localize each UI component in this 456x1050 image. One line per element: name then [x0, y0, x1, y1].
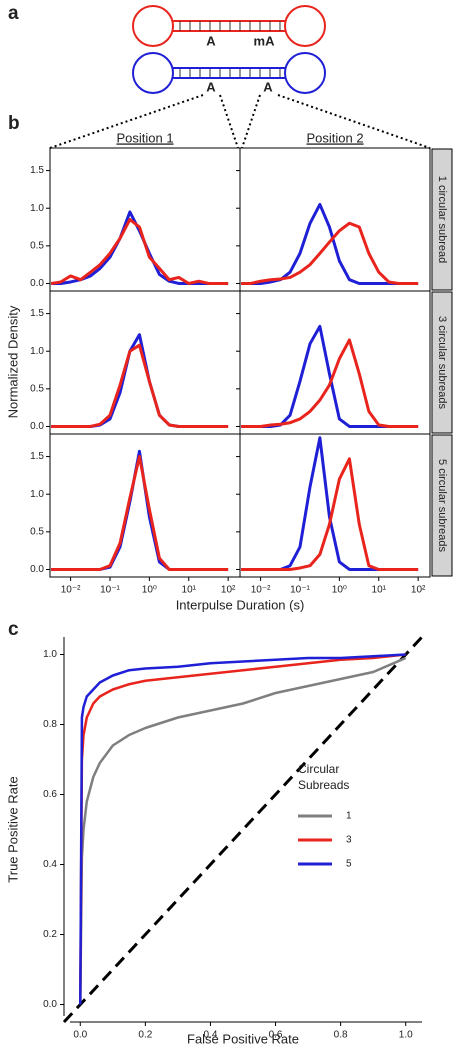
x-tick-label: 10⁰: [332, 585, 347, 596]
x-tick-label: 0.0: [73, 1030, 87, 1041]
panel-frame: [239, 147, 431, 292]
panel-frame: [239, 290, 431, 435]
panel-frame: [49, 147, 241, 292]
series-line: [50, 218, 229, 285]
y-tick-label: 1.0: [30, 489, 44, 500]
y-tick-label: 0.5: [30, 240, 44, 251]
series-line: [51, 449, 229, 571]
legend-label: 5: [346, 859, 352, 870]
row-title: 5 circular subreads: [436, 459, 448, 552]
series-line: [241, 338, 419, 428]
y-tick-label: 0.0: [43, 999, 57, 1010]
x-tick-label: 10⁻²: [251, 585, 271, 596]
legend-label: 3: [346, 835, 352, 846]
y-tick-label: 0.4: [43, 859, 57, 870]
legend-title: Subreads: [298, 778, 349, 792]
y-tick-label: 1.5: [30, 165, 44, 176]
legend-label: 1: [346, 811, 352, 822]
row-title: 1 circular subread: [436, 176, 448, 263]
x-tick-label: 10²: [221, 585, 236, 596]
panel-frame: [49, 433, 241, 578]
series-line: [51, 210, 229, 285]
panel-frame: [239, 433, 431, 578]
y-tick-label: 0.6: [43, 789, 57, 800]
y-tick-label: 0.2: [43, 929, 57, 940]
base-label: A: [206, 33, 216, 48]
legend-title: Circular: [298, 762, 339, 776]
base-pairs: [179, 21, 281, 78]
panel-label: b: [8, 113, 20, 134]
x-tick-label: 10¹: [182, 585, 197, 596]
y-tick-label: 1.0: [43, 649, 57, 660]
row-title: 3 circular subreads: [436, 316, 448, 409]
reference-diagonal: [62, 635, 424, 1024]
series-line: [51, 455, 229, 571]
panel-label: c: [8, 619, 19, 640]
x-tick-label: 0.2: [138, 1030, 152, 1041]
series-line: [51, 343, 229, 428]
series-line: [79, 653, 406, 1005]
y-tick-label: 0.0: [30, 421, 44, 432]
y-tick-label: 1.0: [30, 346, 44, 357]
strip: [431, 291, 453, 434]
x-axis-label: False Positive Rate: [187, 1031, 299, 1046]
y-axis-label: Normalized Density: [5, 305, 20, 418]
strip: [431, 148, 453, 291]
y-tick-label: 1.5: [30, 451, 44, 462]
y-tick-label: 1.0: [30, 203, 44, 214]
series-line: [79, 653, 406, 1005]
y-tick-label: 1.5: [30, 308, 44, 319]
x-axis-label: Interpulse Duration (s): [176, 597, 305, 612]
hairpin-blue: [132, 52, 326, 94]
y-tick-label: 0.5: [30, 383, 44, 394]
series-line: [241, 436, 419, 571]
x-tick-label: 1.0: [399, 1030, 413, 1041]
series-line: [241, 324, 419, 428]
x-tick-label: 0.6: [269, 1030, 283, 1041]
panel-label: a: [8, 3, 19, 24]
base-label: mA: [254, 33, 276, 48]
y-tick-label: 0.0: [30, 564, 44, 575]
x-tick-label: 10¹: [372, 585, 387, 596]
strip: [431, 434, 453, 577]
series-line: [241, 221, 419, 285]
y-tick-label: 0.0: [30, 278, 44, 289]
series-line: [79, 656, 407, 1005]
x-tick-label: 10⁰: [142, 585, 157, 596]
x-tick-label: 0.8: [334, 1030, 348, 1041]
hairpin-red: [132, 5, 326, 47]
x-tick-label: 10⁻¹: [100, 585, 120, 596]
y-tick-label: 0.5: [30, 526, 44, 537]
zoom-lines: [49, 94, 431, 149]
y-axis-label: True Positive Rate: [5, 776, 20, 882]
x-tick-label: 0.4: [204, 1030, 218, 1041]
base-label: A: [263, 79, 273, 94]
base-label: A: [206, 79, 216, 94]
y-tick-label: 0.8: [43, 719, 57, 730]
series-line: [241, 457, 419, 571]
column-title: Position 2: [306, 130, 363, 145]
column-title: Position 1: [116, 130, 173, 145]
x-tick-label: 10²: [411, 585, 426, 596]
x-tick-label: 10⁻²: [61, 585, 81, 596]
x-tick-label: 10⁻¹: [290, 585, 310, 596]
